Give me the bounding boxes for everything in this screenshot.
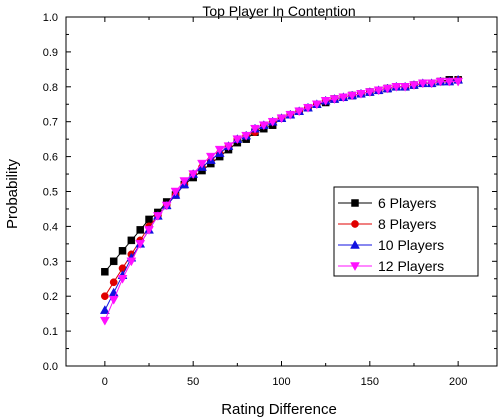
data-point (373, 86, 384, 96)
data-point (294, 107, 305, 117)
chart-title: Top Player In Contention (202, 3, 355, 19)
data-point (101, 268, 109, 276)
x-tick-label: 200 (449, 376, 467, 388)
data-point (391, 83, 402, 92)
y-tick-label: 0.2 (43, 291, 58, 303)
data-point (108, 295, 119, 305)
legend-marker (351, 199, 359, 207)
legend-marker (350, 262, 360, 272)
data-point (320, 97, 331, 106)
x-tick-label: 50 (187, 376, 199, 388)
y-tick-label: 0.7 (43, 117, 58, 129)
legend-item: 10 Players (338, 237, 444, 253)
data-point (144, 226, 154, 235)
legend-label: 6 Players (378, 195, 436, 211)
data-point (135, 240, 146, 249)
data-point (109, 257, 118, 266)
legend-marker (351, 220, 359, 228)
data-point (99, 305, 110, 314)
y-tick-label: 0.3 (43, 256, 58, 268)
data-point (417, 79, 428, 89)
data-point (241, 131, 252, 141)
legend-marker (350, 239, 360, 249)
data-point (276, 114, 287, 124)
data-point (101, 292, 109, 301)
data-point (145, 215, 153, 224)
y-axis-label: Probability (4, 158, 21, 229)
y-tick-label: 0.6 (43, 152, 58, 164)
series-layer (99, 74, 464, 326)
data-point (152, 212, 163, 221)
data-point (338, 93, 349, 103)
y-tick-label: 1.0 (43, 12, 58, 24)
data-point (179, 177, 190, 187)
data-point (126, 257, 137, 267)
y-tick-label: 0.0 (43, 361, 58, 373)
data-point (214, 145, 225, 155)
data-point (444, 77, 455, 87)
legend-item: 6 Players (338, 195, 436, 211)
x-axis: 0 50 100 150 200 (102, 17, 467, 388)
x-tick-label: 100 (272, 376, 290, 388)
legend-item: 12 Players (338, 258, 444, 274)
data-point (223, 142, 234, 152)
data-point (267, 117, 278, 127)
y-axis: 0.0 0.1 0.2 0.3 0.4 0.5 0.6 0.7 0.8 0.9 1.0 (43, 12, 497, 373)
data-point (311, 100, 322, 110)
data-point (99, 316, 110, 326)
y-tick-label: 0.5 (43, 187, 58, 199)
data-point (409, 81, 419, 91)
y-tick-label: 0.4 (43, 221, 58, 233)
y-tick-label: 0.1 (43, 326, 58, 338)
legend-item: 8 Players (338, 216, 436, 232)
data-point (382, 84, 393, 94)
data-point (197, 159, 207, 169)
x-tick-label: 150 (361, 376, 379, 388)
data-point (258, 121, 269, 131)
x-axis-label: Rating Difference (221, 401, 337, 418)
y-tick-label: 0.9 (43, 47, 58, 59)
data-point (161, 201, 172, 211)
data-point (205, 152, 216, 162)
data-point (188, 170, 199, 180)
data-point (400, 83, 411, 92)
data-point (303, 103, 313, 113)
data-point (453, 77, 464, 87)
data-point (347, 91, 358, 101)
data-point (127, 236, 136, 245)
data-point (109, 278, 118, 287)
data-point (117, 275, 128, 284)
data-point (232, 135, 243, 145)
data-point (329, 95, 340, 105)
series-4 (99, 77, 464, 326)
data-point (118, 247, 127, 255)
data-point (250, 124, 260, 134)
data-point (435, 77, 446, 87)
legend-label: 8 Players (378, 216, 436, 232)
data-point (136, 226, 144, 234)
data-point (356, 90, 366, 99)
legend: 6 Players 8 Players 10 Players 12 Players (333, 186, 479, 277)
legend-label: 12 Players (378, 258, 444, 274)
data-point (364, 88, 375, 98)
y-tick-label: 0.8 (43, 82, 58, 94)
x-tick-label: 0 (102, 376, 108, 388)
data-point (170, 187, 181, 197)
data-point (285, 110, 296, 120)
legend-label: 10 Players (378, 237, 444, 253)
data-point (426, 79, 437, 89)
